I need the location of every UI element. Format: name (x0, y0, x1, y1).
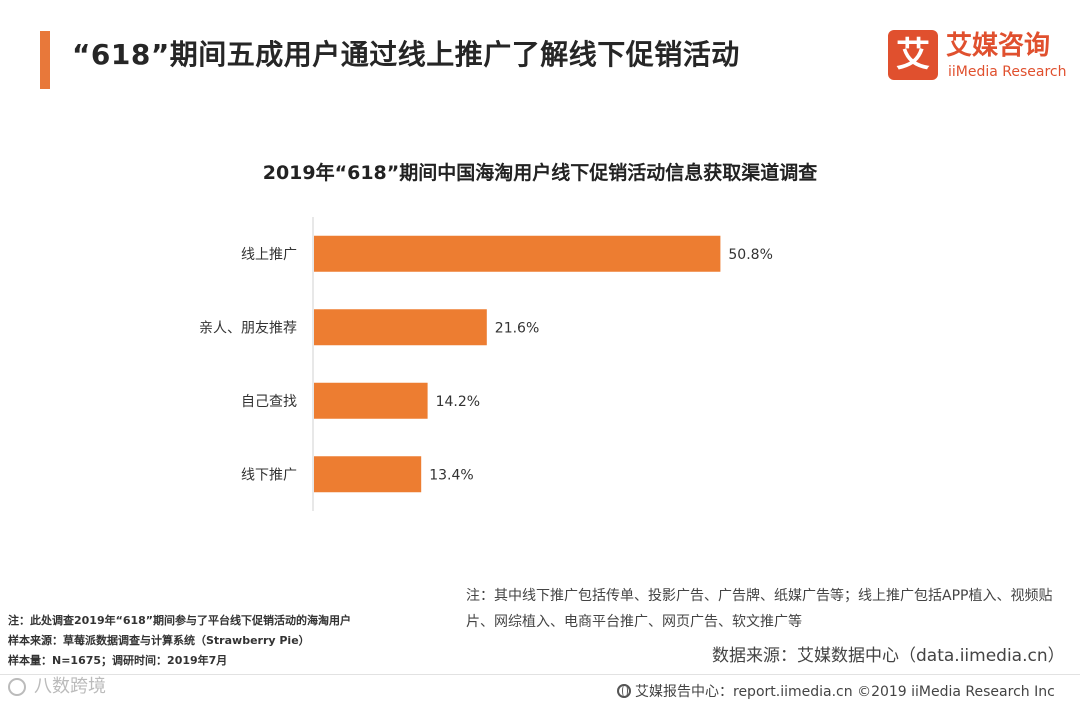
logo-name-en: iiMedia Research (948, 64, 1067, 80)
survey-notes: 注：此处调查2019年“618”期间参与了平台线下促销活动的海淘用户 样本来源：… (8, 611, 351, 671)
logo-mark-icon: 艾 (888, 30, 938, 80)
bar-chart: 线上推广 50.8% 亲人、朋友推荐 21.6% 自己查找 14.2% 线下推广 13.4% (199, 217, 773, 511)
page-title: “618”期间五成用户通过线上推广了解线下促销活动 (72, 38, 740, 71)
footer: 艾媒报告中心：report.iimedia.cn ©2019 iiMedia R… (0, 674, 1080, 704)
channel-definition-note: 注：其中线下推广包括传单、投影广告、广告牌、纸媒广告等；线上推广包括APP植入、… (466, 588, 1053, 630)
category-label: 线下推广 (241, 467, 297, 483)
bar (314, 309, 487, 346)
watermark: 八数跨境 (8, 672, 106, 698)
survey-scope-note: 注：此处调查2019年“618”期间参与了平台线下促销活动的海淘用户 (8, 614, 352, 627)
category-label: 线上推广 (241, 247, 297, 263)
data-label: 50.8% (728, 247, 772, 263)
data-label: 14.2% (436, 394, 480, 410)
sample-size-note: 样本量：N=1675；调研时间：2019年7月 (8, 654, 228, 667)
brand-logo: 艾 艾媒咨询 iiMedia Research (888, 30, 1068, 84)
data-source: 数据来源：艾媒数据中心（data.iimedia.cn） (712, 646, 1065, 666)
sample-source-note: 样本来源：草莓派数据调查与计算系统（Strawberry Pie） (8, 634, 310, 647)
bar (314, 456, 422, 493)
watermark-text: 八数跨境 (34, 676, 106, 697)
category-label: 自己查找 (241, 394, 297, 410)
title-accent-bar (40, 31, 50, 89)
bar (314, 382, 428, 419)
category-label: 亲人、朋友推荐 (199, 320, 297, 336)
chart-title: 2019年“618”期间中国海淘用户线下促销活动信息获取渠道调查 (262, 162, 818, 184)
data-label: 21.6% (495, 320, 539, 336)
footer-text: 艾媒报告中心：report.iimedia.cn ©2019 iiMedia R… (617, 681, 1055, 701)
footer-copyright: 艾媒报告中心：report.iimedia.cn ©2019 iiMedia R… (635, 684, 1055, 700)
bar (314, 235, 721, 272)
data-label: 13.4% (429, 467, 473, 483)
globe-icon (617, 684, 631, 698)
watermark-icon (8, 678, 26, 696)
logo-name-cn: 艾媒咨询 (946, 31, 1051, 61)
